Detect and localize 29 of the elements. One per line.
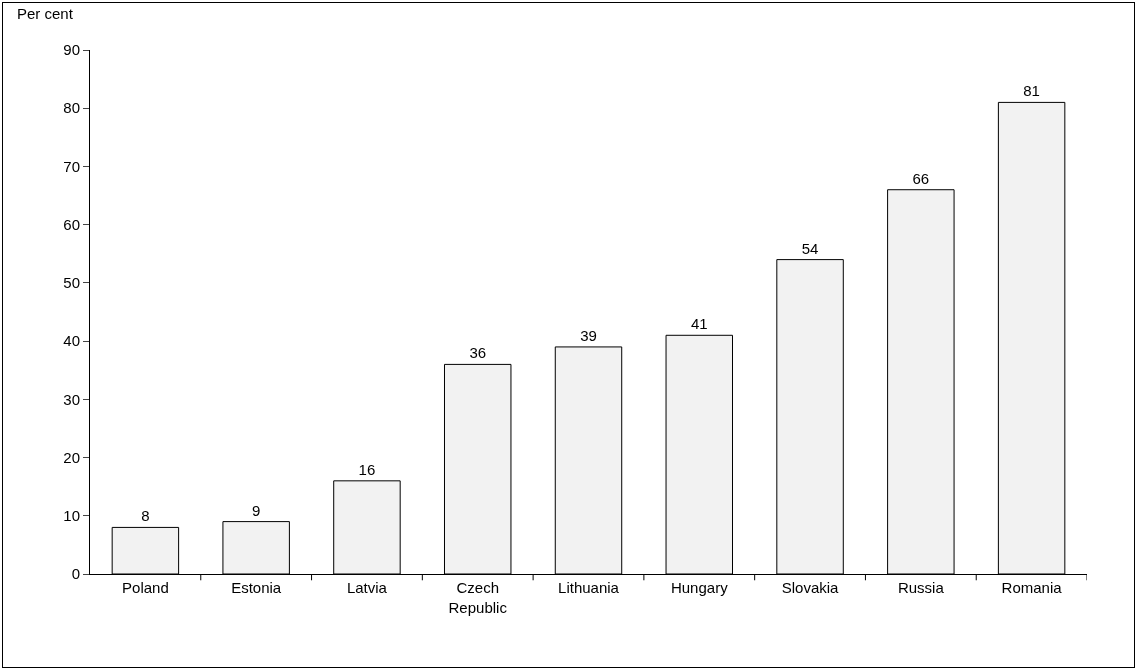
- y-tick-label: 40: [63, 332, 80, 350]
- data-label: 41: [690, 315, 708, 333]
- x-tick-label: Poland: [122, 579, 169, 596]
- y-tick-label: 80: [63, 99, 80, 117]
- y-tick-label: 70: [63, 157, 80, 175]
- data-label: 66: [912, 169, 930, 187]
- x-tick-label: Romania: [1001, 579, 1063, 596]
- x-tick-label: Estonia: [231, 579, 282, 596]
- y-tick-label: 10: [63, 507, 80, 525]
- x-tick-label: Slovakia: [781, 579, 840, 596]
- y-tick-label: 0: [71, 565, 80, 583]
- y-tick-label: 60: [63, 215, 80, 233]
- data-label: 8: [141, 507, 150, 525]
- x-tick-label: Latvia: [346, 579, 388, 596]
- data-label: 81: [1023, 82, 1040, 100]
- y-tick-label: 50: [63, 274, 80, 292]
- x-tick-label: Russia: [897, 579, 945, 596]
- y-tick-label: 90: [63, 41, 80, 59]
- data-label: 39: [580, 326, 597, 344]
- x-tick-label: Hungary: [670, 579, 729, 596]
- data-label: 54: [801, 239, 819, 257]
- data-label: 9: [251, 501, 261, 519]
- x-tick-label: Lithuania: [558, 579, 620, 596]
- data-label: 16: [358, 460, 376, 478]
- data-label: 36: [469, 344, 487, 362]
- y-tick-label: 30: [63, 390, 80, 408]
- x-tick-label: Czech Republic: [448, 579, 508, 616]
- y-tick-label: 20: [63, 448, 80, 466]
- y-axis-title: Per cent: [17, 5, 74, 22]
